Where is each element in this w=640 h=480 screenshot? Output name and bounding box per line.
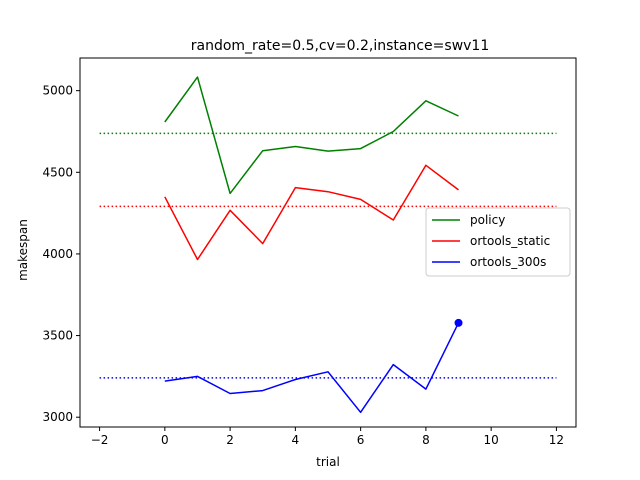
legend-box xyxy=(425,207,571,277)
y-axis-label: makespan xyxy=(16,219,30,281)
plot-area xyxy=(99,76,557,414)
x-tick-label: 12 xyxy=(549,433,564,447)
legend-label-policy: policy xyxy=(470,213,505,227)
x-tick-label: 8 xyxy=(422,433,430,447)
y-tick-label: 5000 xyxy=(42,84,73,98)
x-tick-label: 6 xyxy=(357,433,365,447)
series-line-ortools_static xyxy=(164,164,459,261)
axes: −2 0 2 4 6 8 10 12 3000 3500 4000 4500 5000 xyxy=(42,57,577,447)
marker-point-0 xyxy=(454,318,463,327)
x-tick-label: 10 xyxy=(484,433,499,447)
legend-label-ortools_300s: ortools_300s xyxy=(470,255,546,269)
legend-label-ortools_static: ortools_static xyxy=(470,234,550,248)
series-line-policy xyxy=(164,76,459,195)
y-tick-label: 3500 xyxy=(42,329,73,343)
y-tick-label: 4500 xyxy=(42,165,73,179)
x-tick-label: 2 xyxy=(226,433,234,447)
series-line-ortools_300s xyxy=(164,322,460,414)
x-tick-label: 0 xyxy=(161,433,169,447)
x-axis-label: trial xyxy=(316,455,340,469)
chart-title: random_rate=0.5,cv=0.2,instance=swv11 xyxy=(191,38,490,54)
axes-frame xyxy=(79,57,577,428)
x-tick-label: 4 xyxy=(292,433,300,447)
x-tick-label: −2 xyxy=(91,433,109,447)
y-tick-label: 4000 xyxy=(42,247,73,261)
legend: policy ortools_static ortools_300s xyxy=(425,207,571,277)
y-tick-label: 3000 xyxy=(42,410,73,424)
